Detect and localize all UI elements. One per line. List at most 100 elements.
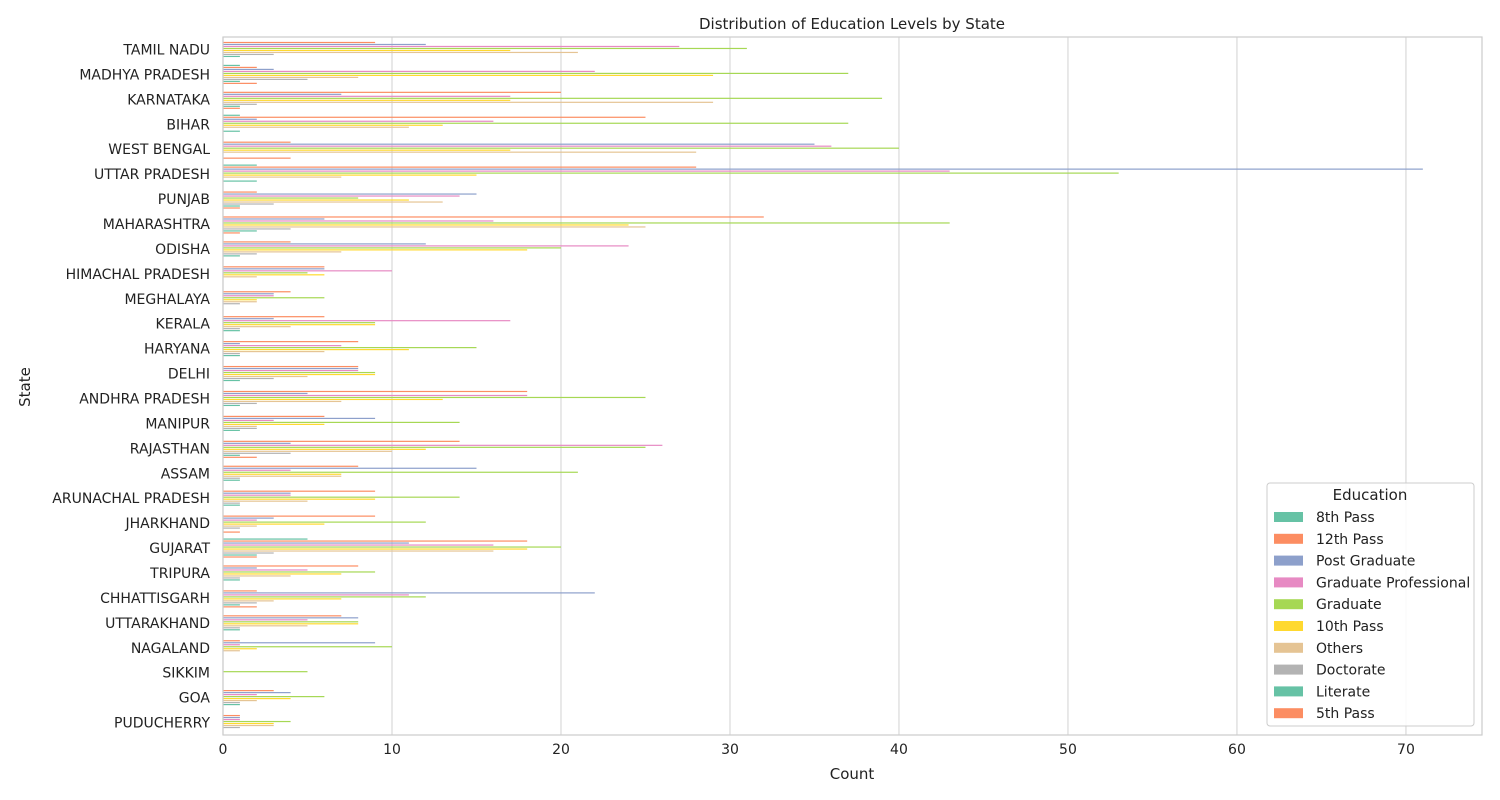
legend-entry: Literate — [1316, 684, 1370, 700]
bar — [223, 696, 325, 698]
y-tick-label: TRIPURA — [149, 566, 210, 582]
bar — [223, 565, 359, 567]
bar — [223, 473, 342, 475]
bar — [223, 324, 376, 326]
bar — [223, 124, 443, 126]
bar — [223, 149, 511, 151]
y-tick-label: HIMACHAL PRADESH — [66, 267, 210, 283]
bar — [223, 703, 240, 706]
bar — [223, 166, 697, 168]
x-tick-label: 20 — [552, 742, 570, 758]
bar — [223, 230, 257, 232]
bar — [223, 268, 325, 270]
bar — [223, 147, 899, 149]
y-tick-label: NAGALAND — [131, 641, 210, 657]
bar — [223, 41, 376, 44]
bar — [223, 274, 325, 276]
y-tick-label: MADHYA PRADESH — [79, 67, 210, 83]
bar — [223, 347, 477, 349]
bar — [223, 218, 325, 220]
bar — [223, 299, 257, 301]
bar — [223, 365, 359, 368]
bar — [223, 143, 815, 145]
bar — [223, 369, 359, 372]
bar — [223, 716, 240, 719]
legend-swatch — [1274, 533, 1303, 544]
bar — [223, 145, 832, 147]
bar — [223, 203, 274, 205]
bar — [223, 330, 240, 332]
bar — [223, 157, 291, 159]
bar — [223, 671, 308, 673]
bar — [223, 606, 257, 608]
bar — [223, 253, 257, 255]
bar — [223, 690, 274, 692]
bar — [223, 53, 274, 56]
legend-entry: Others — [1316, 641, 1363, 657]
bar — [223, 427, 257, 429]
bar — [223, 425, 257, 427]
y-axis-label: State — [16, 367, 34, 407]
bar — [223, 615, 342, 617]
bar — [223, 326, 291, 328]
y-tick-label: WEST BENGAL — [108, 142, 210, 158]
bar — [223, 444, 663, 446]
bar — [223, 74, 714, 76]
bar — [223, 199, 409, 201]
bar — [223, 527, 240, 529]
y-tick-label: MAHARASHTRA — [103, 217, 211, 233]
bar — [223, 243, 426, 245]
bar — [223, 490, 376, 492]
bar — [223, 450, 392, 452]
bar — [223, 91, 561, 93]
bar — [223, 93, 342, 95]
bar — [223, 224, 629, 226]
bar — [223, 415, 325, 418]
y-tick-label: DELHI — [168, 367, 210, 383]
bar — [223, 648, 257, 650]
bar — [223, 498, 376, 500]
bar — [223, 272, 308, 274]
legend-entry: Post Graduate — [1316, 554, 1415, 570]
bar — [223, 617, 359, 619]
bar — [223, 640, 240, 642]
bar — [223, 469, 291, 471]
bar — [223, 650, 240, 652]
bar — [223, 270, 392, 272]
bar — [223, 222, 950, 224]
bar — [223, 352, 240, 355]
x-tick-label: 70 — [1397, 742, 1415, 758]
bar — [223, 51, 578, 54]
bar — [223, 345, 342, 347]
plot-frame — [222, 36, 1483, 736]
bar — [223, 475, 342, 477]
bar — [223, 569, 308, 571]
bar — [223, 525, 257, 527]
bar — [223, 78, 308, 80]
bar — [223, 207, 240, 209]
y-tick-label: JHARKHAND — [125, 516, 211, 532]
bar — [223, 276, 257, 278]
bar — [223, 205, 240, 207]
y-tick-label: BIHAR — [166, 117, 210, 133]
bar — [223, 70, 595, 72]
legend-entry: 5th Pass — [1316, 706, 1375, 722]
bar — [223, 421, 460, 423]
bar — [223, 191, 257, 193]
legend-frame — [1266, 482, 1475, 727]
x-tick-label: 0 — [219, 742, 228, 758]
bar — [223, 120, 494, 122]
bar — [223, 504, 240, 506]
bar — [223, 454, 240, 456]
bar — [223, 471, 578, 473]
bar — [223, 494, 291, 496]
bar — [223, 722, 274, 725]
bar — [223, 297, 325, 299]
bar — [223, 621, 359, 623]
legend-entry: Doctorate — [1316, 663, 1386, 679]
bar — [223, 625, 308, 627]
bar — [223, 43, 426, 46]
bar — [223, 291, 291, 293]
bar — [223, 107, 240, 109]
legend-entry: 12th Pass — [1316, 532, 1384, 548]
